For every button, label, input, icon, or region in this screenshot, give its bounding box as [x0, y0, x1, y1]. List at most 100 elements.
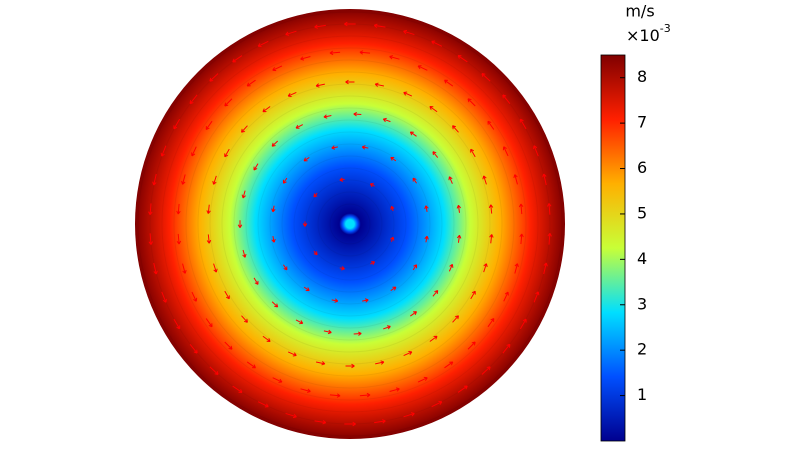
velocity-arrow	[339, 177, 345, 182]
velocity-arrow	[282, 177, 288, 184]
velocity-arrow	[232, 385, 243, 393]
velocity-arrow	[467, 98, 476, 107]
velocity-arrow	[240, 125, 248, 133]
velocity-arrow	[209, 366, 219, 375]
contour-band	[221, 95, 479, 353]
velocity-arrow	[224, 98, 233, 107]
velocity-arrow	[331, 145, 338, 150]
velocity-arrow	[160, 145, 167, 157]
velocity-arrow	[514, 263, 519, 274]
velocity-arrow	[452, 315, 460, 323]
velocity-arrow	[489, 234, 494, 244]
colorbar-tick-label: 6	[637, 158, 647, 177]
velocity-arrow	[314, 420, 327, 425]
velocity-arrow	[345, 363, 355, 369]
velocity-arrow	[374, 82, 385, 87]
velocity-arrow	[374, 419, 386, 424]
velocity-arrow	[533, 291, 540, 303]
velocity-arrow	[148, 203, 153, 216]
velocity-arrow	[271, 236, 276, 243]
velocity-arrow	[369, 183, 375, 188]
velocity-arrow	[271, 140, 279, 147]
velocity-arrow	[353, 111, 362, 117]
contour-band	[257, 131, 443, 317]
velocity-arrow	[432, 151, 439, 158]
colorbar-tick-label: 1	[637, 385, 647, 404]
velocity-arrow	[241, 190, 246, 199]
velocity-arrow	[359, 392, 371, 398]
colorbar-tick-label: 4	[637, 249, 647, 268]
multiplier: ×10-3	[626, 22, 671, 45]
unit-label: m/s	[625, 2, 654, 21]
velocity-arrow	[424, 205, 429, 212]
velocity-arrow	[403, 91, 413, 97]
velocity-arrow	[344, 21, 356, 27]
velocity-arrow	[173, 318, 181, 330]
velocity-arrow	[444, 361, 454, 369]
velocity-arrow	[191, 291, 198, 302]
velocity-arrow	[295, 124, 303, 129]
velocity-arrow	[232, 55, 243, 63]
velocity-arrow	[457, 55, 468, 63]
velocity-arrow	[375, 360, 385, 365]
velocity-arrow	[390, 205, 395, 212]
velocity-arrow	[417, 376, 428, 383]
contour-band	[281, 155, 419, 293]
velocity-arrow	[271, 205, 276, 213]
velocity-arrow	[487, 120, 495, 130]
velocity-arrow	[329, 50, 341, 56]
velocity-arrow	[382, 117, 391, 123]
velocity-arrow	[431, 40, 443, 47]
velocity-arrow	[212, 175, 217, 185]
velocity-arrow	[488, 204, 494, 214]
velocity-arrow	[315, 83, 325, 88]
velocity-arrow	[390, 286, 397, 292]
velocity-arrow	[389, 387, 400, 392]
velocity-arrow	[353, 331, 362, 336]
velocity-arrow	[314, 24, 326, 29]
velocity-arrow	[431, 400, 443, 408]
velocity-arrow	[339, 266, 345, 271]
velocity-arrow	[189, 343, 198, 354]
colorbar	[600, 54, 626, 442]
velocity-arrow	[344, 421, 356, 427]
velocity-arrow	[205, 120, 213, 130]
velocity-arrow	[390, 236, 395, 242]
colorbar-tick-label: 3	[637, 294, 647, 313]
velocity-arrow	[457, 385, 468, 393]
velocity-arrow	[189, 94, 198, 105]
velocity-arrow	[542, 173, 547, 186]
velocity-arrow	[502, 343, 511, 354]
contour-band	[197, 71, 503, 377]
contour-band	[233, 107, 467, 341]
velocity-arrow	[272, 65, 283, 72]
velocity-arrow	[213, 263, 218, 273]
velocity-arrow	[303, 286, 310, 292]
velocity-arrow	[403, 29, 415, 36]
velocity-arrow	[482, 175, 487, 185]
velocity-arrow	[502, 94, 511, 105]
velocity-arrow	[448, 176, 453, 184]
velocity-arrow	[287, 92, 297, 98]
contour-band	[173, 47, 527, 401]
velocity-arrow	[253, 277, 259, 285]
velocity-surface	[135, 9, 565, 439]
velocity-arrow	[224, 341, 233, 350]
velocity-arrow	[481, 73, 491, 82]
velocity-arrow	[543, 262, 548, 275]
velocity-arrow	[262, 106, 271, 113]
velocity-arrow	[300, 56, 311, 61]
velocity-arrow	[329, 393, 341, 398]
velocity-arrow	[242, 249, 247, 258]
velocity-arrow	[370, 261, 376, 266]
velocity-arrow	[424, 235, 429, 243]
velocity-arrow	[483, 263, 488, 273]
velocity-arrow	[209, 73, 219, 82]
velocity-arrow	[287, 351, 297, 357]
velocity-arrow	[303, 156, 310, 162]
velocity-arrow	[176, 233, 182, 245]
contour-band	[329, 203, 371, 245]
velocity-arrow	[390, 156, 397, 162]
velocity-arrow	[519, 118, 527, 130]
